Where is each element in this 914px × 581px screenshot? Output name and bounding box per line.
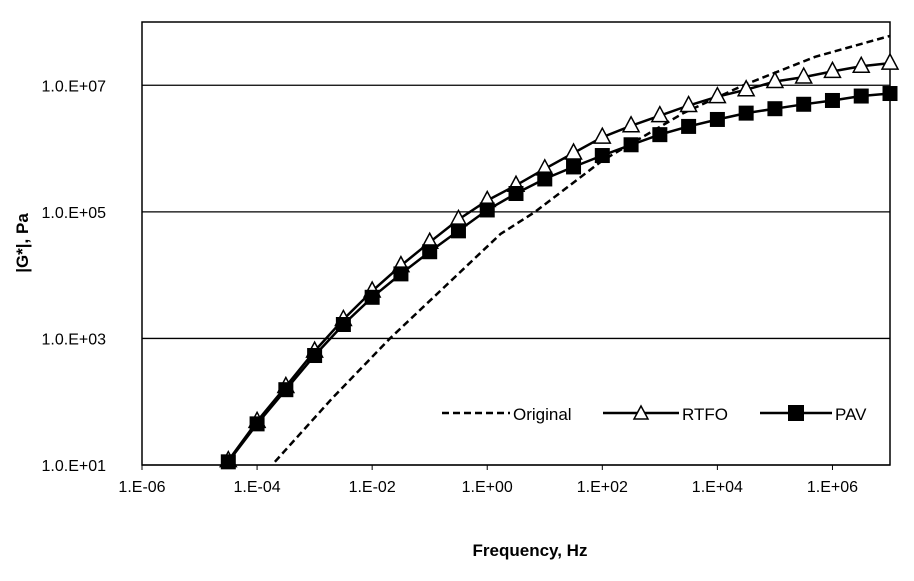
y-tick-label: 1.0.E+05 [42,205,107,222]
data-point-pav [882,86,898,102]
data-point-pav [767,101,783,117]
data-point-pav [709,111,725,127]
data-point-pav [450,223,466,239]
data-point-pav [508,186,524,202]
data-point-pav [652,127,668,143]
legend: Original RTFO PAV [442,404,867,424]
data-point-rtfo [851,55,871,74]
data-point-rtfo [564,142,583,160]
legend-pav-marker [788,405,804,421]
x-tick-label: 1.E-04 [234,479,281,496]
y-tick-label: 1.0.E+03 [42,331,107,348]
x-tick-label: 1.E+02 [577,479,628,496]
data-point-rtfo [823,60,842,79]
series-layer [219,34,900,470]
y-axis-label: |G*|, Pa [13,213,32,273]
x-axis-label: Frequency, Hz [473,541,588,560]
plot-area [141,21,891,466]
legend-rtfo-marker [632,404,650,420]
x-tick-label: 1.E-06 [118,479,165,496]
data-point-pav [422,244,438,260]
data-point-pav [681,118,697,134]
data-point-pav [220,454,236,470]
data-point-pav [335,317,351,333]
data-point-pav [738,105,754,121]
data-point-pav [307,348,323,364]
data-point-pav [278,382,294,398]
data-point-pav [594,148,610,164]
y-tick-label: 1.0.E+01 [42,458,107,475]
legend-original-label: Original [513,405,572,424]
series-line-original [273,34,891,463]
data-point-rtfo [794,66,813,84]
data-point-rtfo [708,86,727,104]
data-point-pav [537,171,553,187]
data-point-pav [623,137,639,153]
x-tick-label: 1.E-02 [349,479,396,496]
data-point-rtfo [736,79,756,97]
series-line-rtfo [227,61,891,462]
x-tick-label: 1.E+04 [692,479,743,496]
data-point-pav [393,266,409,282]
data-point-rtfo [621,115,641,133]
data-point-pav [364,289,380,305]
x-tick-label: 1.E+00 [462,479,513,496]
data-point-pav [824,92,840,108]
data-point-rtfo [765,70,785,89]
data-point-rtfo [593,126,612,144]
data-point-pav [566,159,582,175]
tick-labels: 1.0.E+01 1.0.E+03 1.0.E+05 1.0.E+07 1.E-06 1.… [42,78,859,496]
data-point-pav [853,88,869,104]
data-point-pav [249,416,265,432]
legend-rtfo-label: RTFO [682,405,728,424]
data-point-pav [479,202,495,218]
x-tick-label: 1.E+06 [807,479,858,496]
data-point-rtfo [880,52,900,70]
data-point-rtfo [679,94,698,113]
data-point-rtfo [449,208,468,227]
data-point-rtfo [650,105,670,123]
data-point-pav [796,96,812,112]
legend-pav-label: PAV [835,405,867,424]
y-tick-label: 1.0.E+07 [42,78,107,95]
